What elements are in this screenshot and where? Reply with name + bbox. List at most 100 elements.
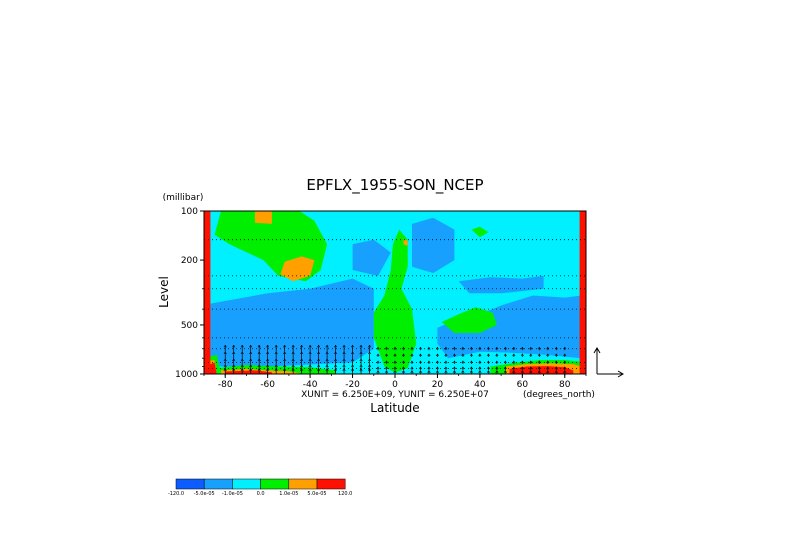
flux-arrow-head (512, 353, 516, 357)
flux-arrow-head (444, 346, 448, 350)
flux-arrow-head (435, 366, 439, 370)
contour-region (403, 238, 408, 246)
flux-arrow-head (257, 364, 261, 368)
colorbar-label: 120.0 (338, 491, 352, 497)
x-tick-label: 80 (559, 380, 571, 390)
flux-arrow-head (384, 360, 389, 364)
flux-arrow-head (418, 353, 423, 357)
flux-arrow-head (266, 344, 270, 348)
flux-arrow-head (418, 366, 423, 370)
flux-arrow-head (351, 351, 355, 355)
flux-arrow-head (554, 346, 558, 350)
flux-arrow-head (291, 368, 295, 371)
flux-arrow-head (249, 344, 253, 348)
flux-arrow-head (283, 358, 287, 362)
flux-arrow-head (376, 353, 380, 357)
flux-arrow-head (300, 364, 304, 368)
flux-arrow-head (223, 368, 227, 371)
colorbar-swatch (232, 478, 261, 490)
flux-arrow-head (384, 346, 389, 350)
flux-arrow-head (410, 370, 414, 373)
y-tick-label: 500 (181, 321, 198, 331)
flux-arrow-head (283, 364, 287, 368)
flux-arrow-head (444, 370, 448, 373)
flux-arrow-head (359, 351, 363, 355)
flux-arrow-head (427, 346, 431, 350)
flux-arrow-head (546, 370, 550, 373)
colorbar-label: 1.0e-05 (279, 491, 298, 497)
flux-arrow-head (291, 351, 295, 355)
colorbar: -120.0 -5.0e-05 -1.0e-05 0.0 1.0e-05 5.0e-05 1… (168, 478, 352, 497)
flux-arrow-head (495, 370, 499, 373)
flux-arrow-head (308, 351, 312, 355)
flux-arrow-head (351, 344, 355, 348)
flux-arrow-head (546, 353, 550, 357)
flux-arrow-head (469, 366, 473, 370)
flux-arrow-head (563, 366, 567, 370)
flux-arrow-head (300, 368, 304, 371)
flux-arrow-head (334, 364, 338, 368)
colorbar-label: -1.0e-05 (222, 491, 243, 497)
contour-region (280, 256, 315, 282)
flux-arrow-head (503, 353, 507, 357)
y-tick-label: 1000 (175, 370, 198, 380)
flux-arrow-head (266, 368, 270, 371)
flux-arrow-head (520, 346, 524, 350)
flux-arrow-head (257, 368, 261, 371)
flux-arrow-head (435, 360, 439, 364)
reference-y-arrow-head (593, 347, 601, 354)
flux-arrow-head (342, 351, 346, 355)
flux-arrow-head (334, 351, 338, 355)
colorbar-swatch (175, 478, 205, 490)
flux-arrow-head (418, 346, 423, 350)
contour-region (373, 229, 417, 373)
flux-arrow-head (461, 366, 465, 370)
flux-arrow-head (223, 344, 227, 348)
flux-arrow-head (240, 344, 244, 348)
flux-arrow-head (367, 358, 372, 362)
flux-arrow-head (283, 351, 287, 355)
flux-arrow-head (537, 360, 541, 364)
flux-arrow-head (537, 346, 541, 350)
flux-arrow-head (444, 366, 448, 370)
flux-arrow-head (478, 360, 482, 364)
flux-arrow-head (469, 353, 473, 357)
flux-arrow-head (300, 351, 304, 355)
flux-arrow-head (444, 353, 448, 357)
flux-arrow-head (478, 346, 482, 350)
flux-arrow-head (452, 353, 456, 357)
flux-arrow-head (334, 368, 338, 371)
flux-arrow-head (317, 351, 321, 355)
contour-region (437, 295, 582, 359)
flux-arrow-head (469, 370, 473, 373)
y-axis: 100 200 500 1000 (175, 207, 204, 380)
flux-arrow-head (452, 360, 456, 364)
flux-arrow-head (300, 344, 304, 348)
flux-arrow-head (308, 364, 312, 368)
flux-arrow-head (537, 353, 541, 357)
flux-arrow-head (529, 366, 533, 370)
flux-arrow-head (486, 366, 490, 370)
flux-arrow-head (546, 360, 550, 364)
flux-arrow-head (563, 353, 567, 357)
flux-arrow-head (274, 364, 278, 368)
flux-arrow-head (486, 360, 490, 364)
flux-arrow-head (257, 358, 261, 362)
flux-arrow-head (325, 364, 329, 368)
flux-arrow-head (469, 346, 473, 350)
flux-arrow-head (554, 370, 558, 373)
flux-arrow-head (435, 353, 439, 357)
contour-region (352, 239, 391, 276)
flux-arrow-head (512, 370, 516, 373)
flux-arrow-head (325, 368, 329, 371)
flux-arrow-head (520, 370, 524, 373)
x-tick-label: -80 (218, 380, 233, 390)
x-tick-label: -60 (260, 380, 275, 390)
flux-arrow-head (410, 346, 414, 350)
y-units-label: (millibar) (163, 193, 204, 203)
flux-arrow-head (384, 370, 389, 373)
flux-arrow-head (461, 370, 465, 373)
x-tick-label: 60 (517, 380, 529, 390)
contour-region (579, 211, 586, 374)
